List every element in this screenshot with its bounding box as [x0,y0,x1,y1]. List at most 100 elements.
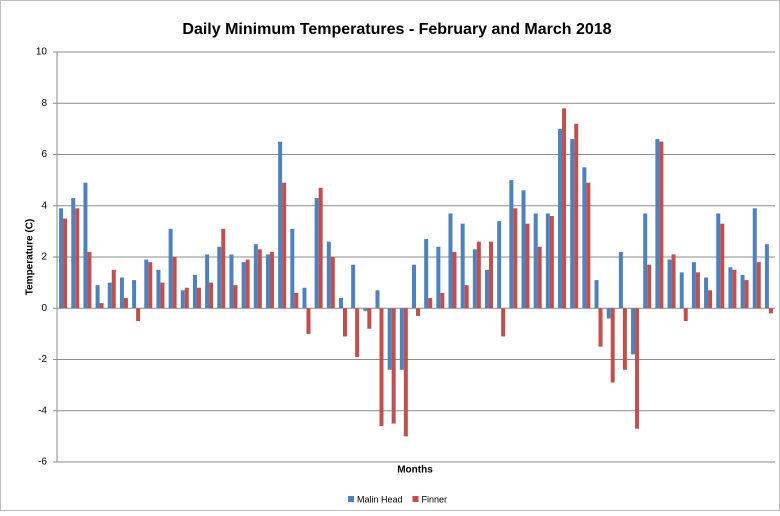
bar [647,264,652,309]
bar [221,228,226,309]
bar [708,290,713,309]
bar [497,221,502,309]
y-tick-label: 8 [41,98,47,109]
bar [160,282,165,309]
bar [229,254,234,309]
bar [294,292,299,309]
bar [562,108,567,309]
bar [192,274,197,309]
bar [330,257,335,309]
bar [570,139,575,309]
bar [290,228,295,309]
bar [704,277,709,309]
bar [205,254,210,309]
bar [257,249,262,309]
bar [119,277,124,309]
bar [768,308,773,314]
bar [412,264,416,309]
bar [363,308,368,311]
bar [123,298,128,309]
bar [537,246,542,309]
bar [132,280,137,309]
bar [379,308,384,427]
bar [485,269,490,309]
bar [314,198,319,309]
bar [574,123,579,309]
bar [245,259,250,309]
x-axis-label: Months [397,465,433,476]
y-tick-label: -2 [38,354,47,365]
bar [549,216,554,309]
y-tick-label: 6 [41,149,47,160]
bar [265,254,270,309]
bar [136,308,141,322]
bar [533,213,538,309]
legend-swatch [348,496,354,502]
bar [375,290,380,309]
bar [144,259,149,309]
bar [643,213,648,309]
bar [63,218,68,309]
bar [148,262,153,309]
bar [501,308,506,337]
bar [489,241,494,309]
y-tick-label: 2 [41,252,47,263]
bar [59,208,64,309]
bar [355,308,360,357]
bar [241,262,246,309]
bar [464,285,469,309]
bar [87,251,92,309]
bar [367,308,372,329]
bar [521,190,526,309]
bar [716,213,721,309]
bar [756,262,761,309]
bar [740,274,745,309]
bar [732,269,737,309]
bar [472,249,477,309]
bar [440,292,445,309]
bar [764,244,769,309]
bar [460,223,465,309]
bar [448,213,453,309]
bar [278,141,283,309]
y-tick-label: 10 [36,47,48,58]
bar [476,241,481,309]
bar [424,239,429,309]
bar [95,285,100,309]
bar [691,262,696,309]
bar [655,139,660,309]
bar [667,259,672,309]
bar [744,280,749,309]
bar [172,257,177,309]
bar [302,287,307,309]
bar [606,308,611,319]
bar [342,308,347,337]
bar [428,298,433,309]
bar [728,267,733,309]
bar [399,308,404,370]
bar [351,264,356,309]
bar [253,244,258,309]
bar [318,187,323,309]
bar [184,287,189,309]
bar [403,308,408,437]
y-axis-label: Temperature (C) [25,219,36,296]
bar [99,303,104,309]
bar [306,308,311,334]
bar [695,272,700,309]
bar [683,308,688,322]
bar [622,308,627,370]
bar [269,251,274,309]
bar [509,180,514,309]
bar [752,208,757,309]
bar [679,272,684,309]
bar [180,290,185,309]
bar [513,208,518,309]
bar [83,182,88,309]
chart-title: Daily Minimum Temperatures - February an… [182,21,611,38]
bar [558,128,563,309]
bar [582,167,587,309]
bar [107,282,112,309]
